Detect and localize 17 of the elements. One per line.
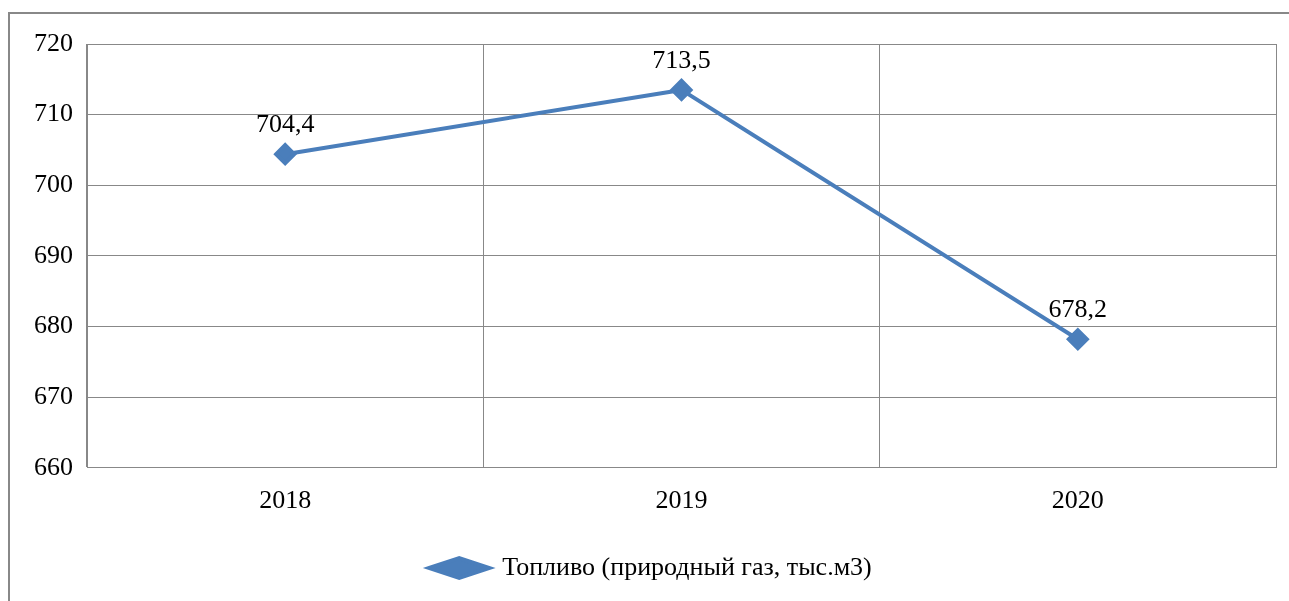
- y-tick-label: 690: [34, 239, 73, 269]
- y-tick-label: 680: [34, 310, 73, 340]
- data-label: 704,4: [255, 109, 315, 139]
- point: [670, 78, 693, 101]
- x-tick-label: 2020: [1051, 485, 1104, 515]
- x-tick-label: 2019: [655, 485, 708, 515]
- data-label: 713,5: [652, 44, 711, 74]
- x-tick-label: 2018: [259, 485, 312, 515]
- y-tick-label: 720: [34, 27, 73, 57]
- point: [274, 143, 297, 166]
- y-tick-label: 670: [34, 380, 73, 410]
- legend-label: Топливо (природный газ, тыс.м3): [502, 551, 872, 581]
- point: [1066, 328, 1089, 351]
- data-label: 678,2: [1048, 294, 1108, 324]
- y-tick-label: 660: [34, 451, 73, 481]
- y-tick-label: 700: [34, 169, 73, 199]
- y-tick-label: 710: [34, 98, 73, 128]
